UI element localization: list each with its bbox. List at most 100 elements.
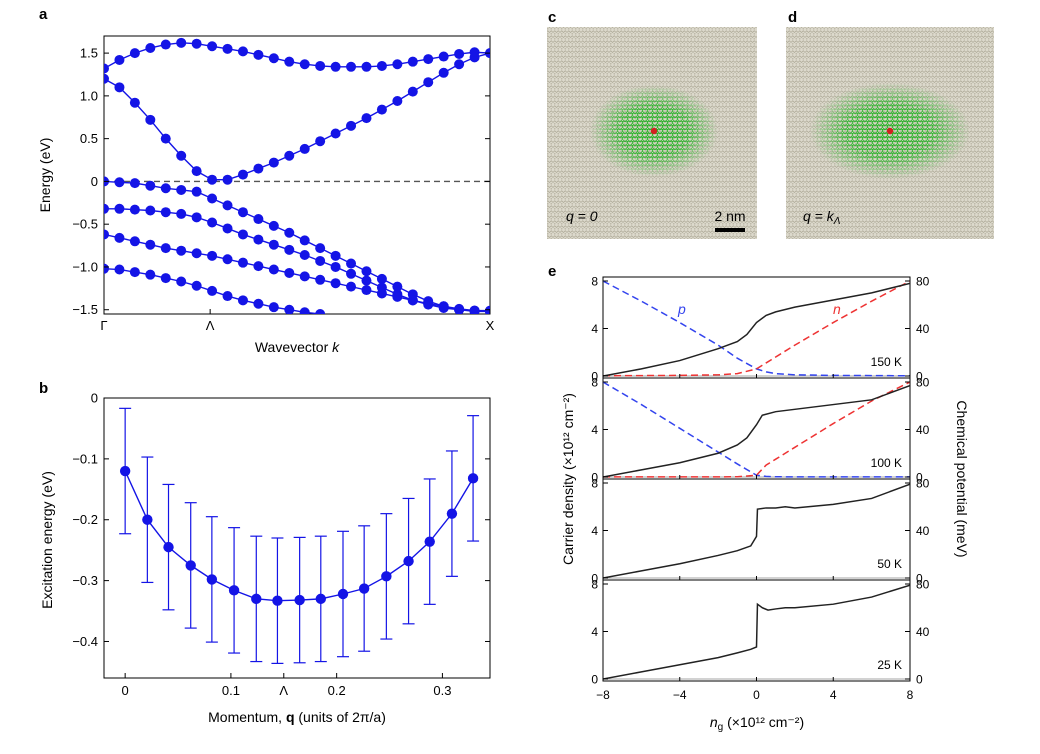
band-point	[330, 128, 341, 139]
band-point	[253, 49, 264, 60]
exciton-wavefunction-q0: q = 0 2 nm	[547, 27, 757, 239]
band-point	[376, 60, 387, 71]
y-tick-label-e-left: 4	[591, 423, 598, 437]
y-tick-label-e-left: 8	[591, 376, 598, 390]
band-point	[129, 178, 140, 189]
band-point	[104, 203, 109, 214]
label-p: p	[677, 301, 686, 317]
band-point	[207, 250, 218, 261]
band-point	[361, 61, 372, 72]
band-point	[376, 288, 387, 299]
band-point	[315, 243, 326, 254]
excitation-point	[228, 585, 240, 596]
band-point	[268, 53, 279, 64]
temperature-label: 25 K	[877, 658, 902, 672]
panel-label-c: c	[548, 9, 556, 26]
band-point	[268, 157, 279, 168]
x-tick-label-e: 0	[753, 688, 760, 702]
band-point	[330, 278, 341, 289]
band-point	[299, 307, 310, 314]
x-tick-label-e: −8	[596, 688, 610, 702]
band-point	[129, 204, 140, 215]
x-axis-label-e: ng (×10¹² cm⁻²)	[710, 714, 804, 733]
x-tick-label-b: 0.1	[222, 683, 240, 698]
band-point	[129, 236, 140, 247]
band-point	[114, 203, 125, 214]
band-point	[222, 43, 233, 54]
band-point	[237, 169, 248, 180]
y-tick-label-e-left: 0	[591, 370, 598, 384]
band-point	[438, 67, 449, 78]
band-point	[268, 220, 279, 231]
band-point	[268, 264, 279, 275]
band-point	[315, 274, 326, 285]
band-point	[299, 249, 310, 260]
y-tick-label-b: −0.4	[72, 634, 98, 649]
y-tick-label-e-left: 4	[591, 524, 598, 538]
band-point	[237, 295, 248, 306]
band-point	[361, 285, 372, 296]
band-point	[423, 298, 434, 309]
subpanel-frame	[602, 377, 911, 480]
label-n: n	[833, 301, 841, 317]
panel-label-a: a	[39, 6, 48, 23]
band-point	[160, 39, 171, 50]
band-point	[222, 254, 233, 265]
band-point	[222, 223, 233, 234]
plot-frame-a	[103, 35, 491, 315]
y-tick-label-e-right: 80	[916, 275, 930, 289]
band-point	[407, 295, 418, 306]
band-point	[376, 273, 387, 284]
y-tick-label-e-left: 4	[591, 322, 598, 336]
excitation-point	[381, 571, 392, 582]
hole-marker-c	[650, 127, 658, 135]
y-tick-label-e-right: 80	[916, 477, 930, 491]
band-point	[160, 273, 171, 284]
x-tick-label-a: X	[486, 318, 495, 333]
band-point	[191, 186, 202, 197]
band-point	[299, 143, 310, 154]
band-point	[207, 174, 218, 185]
y-tick-label-b: −0.2	[72, 512, 98, 527]
band-point	[191, 280, 202, 291]
band-point	[346, 258, 357, 269]
excitation-point	[403, 555, 414, 567]
band-point	[160, 243, 171, 254]
band-point	[104, 63, 109, 74]
y-tick-label-e-left: 0	[591, 471, 598, 485]
chemical-potential-line	[603, 384, 910, 478]
band-point	[176, 276, 187, 287]
band-point	[392, 96, 403, 107]
band-point	[454, 303, 465, 314]
band-point	[222, 174, 233, 185]
band-point	[191, 248, 202, 259]
band-point	[191, 38, 202, 49]
band-point	[284, 227, 295, 238]
band-point	[469, 52, 480, 63]
band-point	[145, 269, 156, 280]
band-point	[207, 193, 218, 204]
x-tick-label-a: Λ	[206, 318, 215, 333]
y-tick-label-e-left: 0	[591, 572, 598, 586]
band-point	[361, 275, 372, 286]
excitation-point	[163, 541, 174, 553]
y-tick-label-e-left: 8	[591, 578, 598, 592]
y-tick-label-e-right: 80	[916, 376, 930, 390]
band-point	[222, 291, 233, 302]
label-q0: q = 0	[566, 208, 598, 224]
y-tick-label-b: −0.3	[72, 573, 98, 588]
excitation-point	[142, 514, 153, 525]
band-point	[423, 54, 434, 65]
excitation-point	[206, 574, 218, 585]
subpanel-curves	[603, 381, 910, 478]
y-tick-label-a: 0	[91, 174, 98, 189]
band-point	[268, 302, 279, 313]
band-point	[330, 250, 341, 261]
excitation-point	[251, 593, 262, 605]
band-point	[299, 271, 310, 282]
chemical-potential-line	[603, 282, 910, 377]
